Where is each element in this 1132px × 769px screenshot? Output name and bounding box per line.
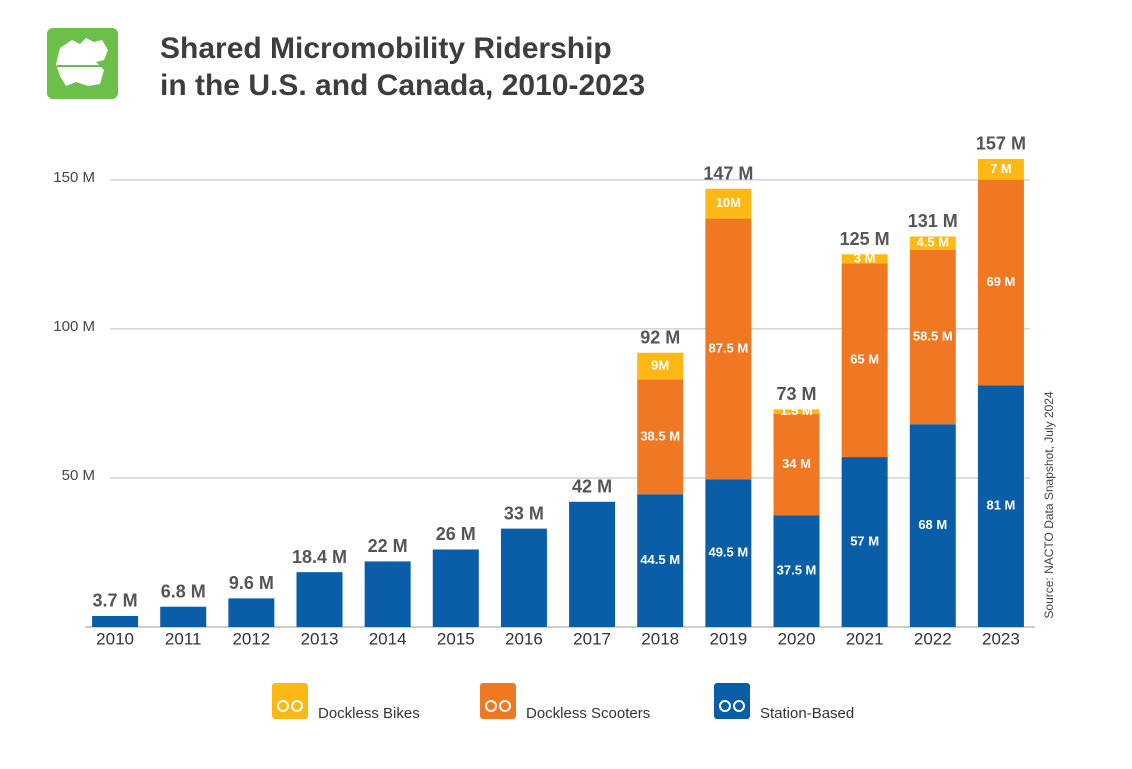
bar-segment: [569, 501, 616, 627]
x-tick-label: 2022: [914, 629, 952, 648]
legend-label: Dockless Scooters: [526, 705, 650, 722]
bar-segment: [500, 528, 547, 627]
x-tick-label: 2023: [982, 629, 1020, 648]
total-label: 131 M: [908, 211, 958, 231]
legend-icon: [272, 683, 308, 719]
total-label: 147 M: [703, 164, 753, 184]
x-tick-label: 2014: [369, 629, 407, 648]
total-label: 9.6 M: [229, 573, 274, 593]
legend-icon-wheel: [485, 700, 497, 712]
segment-label: 9M: [651, 358, 669, 373]
y-tick-label: 50 M: [62, 467, 95, 484]
legend-label: Dockless Bikes: [318, 705, 420, 722]
legend-icon-wheel: [719, 700, 731, 712]
bar-segment: [705, 479, 752, 627]
segment-label: 34 M: [782, 456, 811, 471]
bar-segment: [977, 158, 1024, 180]
bar-segment: [977, 179, 1024, 386]
bar-segment: [228, 598, 275, 627]
segment-label: 57 M: [850, 533, 879, 548]
legend-icon: [480, 683, 516, 719]
segment-label: 4.5 M: [917, 235, 950, 250]
segment-label: 65 M: [850, 352, 879, 367]
logo-map: [56, 38, 108, 86]
segment-label: 58.5 M: [913, 329, 953, 344]
bar-segment: [841, 263, 888, 458]
segment-label: 44.5 M: [640, 552, 680, 567]
total-label: 42 M: [572, 477, 612, 497]
bar-segment: [705, 188, 752, 219]
chart-title: Shared Micromobility Ridership: [160, 32, 612, 65]
bar-segment: [160, 606, 207, 627]
bar-segment: [705, 218, 752, 480]
x-tick-label: 2012: [232, 629, 270, 648]
bar-segment: [909, 249, 956, 425]
bar-segment: [92, 615, 139, 627]
total-label: 6.8 M: [161, 581, 206, 601]
x-tick-label: 2015: [437, 629, 475, 648]
x-tick-label: 2019: [709, 629, 747, 648]
x-tick-label: 2021: [846, 629, 884, 648]
bar-segment: [841, 254, 888, 264]
bar-segment: [841, 457, 888, 627]
y-tick-label: 100 M: [53, 318, 95, 335]
bar-segment: [977, 385, 1024, 627]
segment-label: 7 M: [990, 161, 1012, 176]
total-label: 3.7 M: [93, 591, 138, 611]
chart-title: in the U.S. and Canada, 2010-2023: [160, 69, 645, 102]
x-tick-label: 2013: [301, 629, 339, 648]
total-label: 125 M: [840, 229, 890, 249]
bar-segment: [637, 352, 684, 380]
bar-segment: [296, 572, 343, 627]
legend-icon: [714, 683, 750, 719]
segment-label: 69 M: [986, 274, 1015, 289]
total-label: 73 M: [776, 384, 816, 404]
bar-segment: [909, 236, 956, 250]
x-tick-label: 2017: [573, 629, 611, 648]
bar-segment: [773, 515, 820, 627]
x-tick-label: 2010: [96, 629, 134, 648]
total-label: 157 M: [976, 134, 1026, 154]
total-label: 22 M: [368, 536, 408, 556]
total-label: 92 M: [640, 327, 680, 347]
segment-label: 81 M: [986, 498, 1015, 513]
x-tick-label: 2018: [641, 629, 679, 648]
segment-label: 49.5 M: [708, 545, 748, 560]
legend-label: Station-Based: [760, 705, 854, 722]
x-tick-label: 2020: [778, 629, 816, 648]
segment-label: 68 M: [918, 517, 947, 532]
bar-segment: [773, 413, 820, 516]
bar-segment: [909, 424, 956, 627]
bar-segment: [773, 409, 820, 414]
bar-segment: [364, 561, 411, 627]
bar-segment: [432, 549, 479, 627]
source-note: Source: NACTO Data Snapshot, July 2024: [1042, 391, 1056, 619]
legend-icon-wheel: [733, 700, 745, 712]
total-label: 33 M: [504, 503, 544, 523]
x-tick-label: 2011: [165, 629, 202, 648]
segment-label: 38.5 M: [640, 428, 680, 443]
legend-icon-wheel: [499, 700, 511, 712]
bar-segment: [637, 379, 684, 495]
segment-label: 3 M: [854, 250, 876, 265]
legend-icon-wheel: [291, 700, 303, 712]
total-label: 18.4 M: [292, 547, 347, 567]
segment-label: 37.5 M: [777, 563, 817, 578]
x-tick-label: 2016: [505, 629, 543, 648]
segment-label: 1.5 M: [780, 403, 813, 418]
legend-icon-wheel: [277, 700, 289, 712]
total-label: 26 M: [436, 524, 476, 544]
y-tick-label: 150 M: [53, 169, 95, 186]
bar-segment: [637, 494, 684, 627]
segment-label: 10M: [716, 195, 741, 210]
segment-label: 87.5 M: [708, 340, 748, 355]
